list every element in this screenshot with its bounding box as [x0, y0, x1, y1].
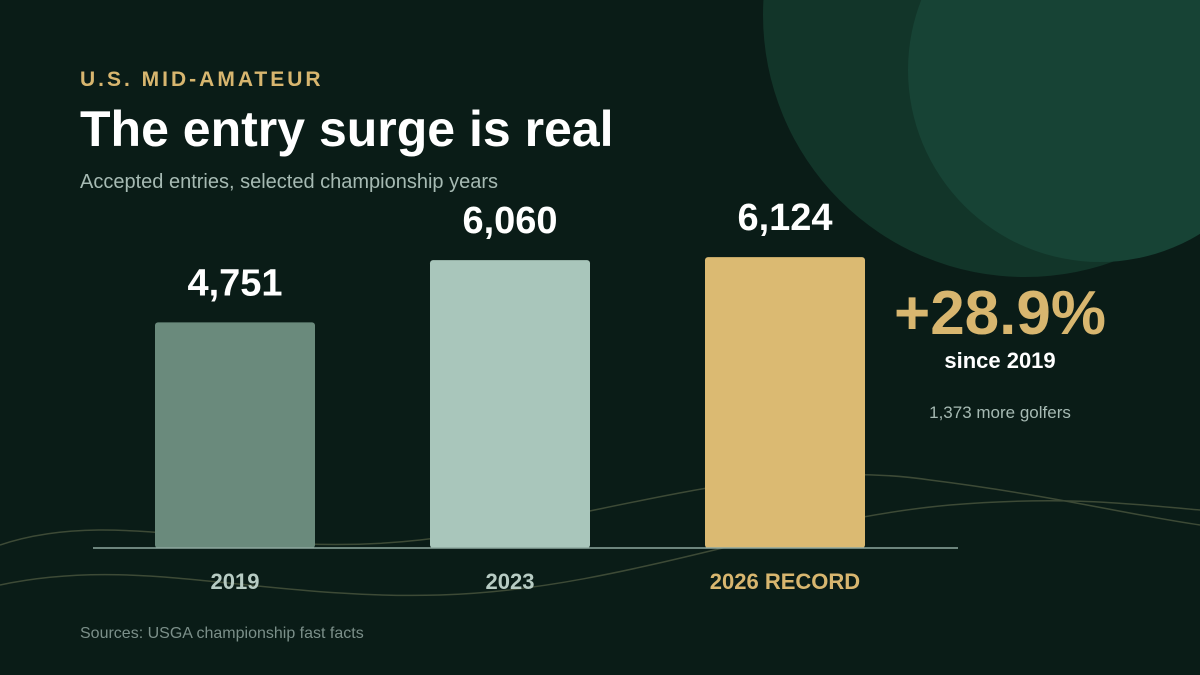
bar-2019 [155, 322, 315, 548]
bar-value-label: 6,060 [462, 200, 557, 242]
bar-value-label: 6,124 [737, 197, 832, 239]
chart-subtitle: Accepted entries, selected championship … [80, 171, 499, 193]
growth-percentage: +28.9% [893, 279, 1106, 348]
category-label: 2026 RECORD [710, 569, 860, 594]
bar-value-label: 4,751 [187, 262, 282, 304]
category-label: 2019 [211, 569, 260, 594]
source-note: Sources: USGA championship fast facts [80, 625, 364, 642]
chart-title: The entry surge is real [80, 101, 614, 157]
growth-note: 1,373 more golfers [929, 403, 1071, 422]
eyebrow-label: U.S. MID-AMATEUR [80, 68, 324, 91]
growth-baseline-label: since 2019 [944, 348, 1056, 373]
decorative-wave-lower [0, 499, 1200, 597]
bar-2023 [430, 260, 590, 548]
decorative-circle-inner [908, 0, 1200, 262]
category-label: 2023 [486, 569, 535, 594]
bar-2026-record [705, 257, 865, 548]
